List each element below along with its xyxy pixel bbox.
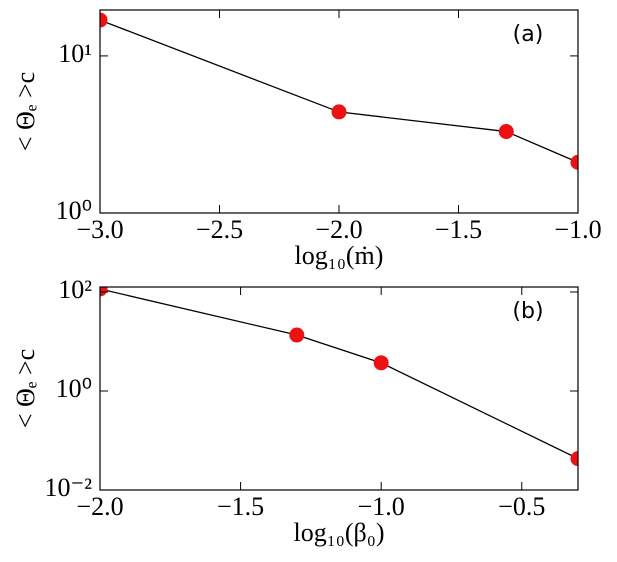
x-tick-label: −1.5 [435,215,482,244]
data-point [498,124,514,140]
data-point [570,154,578,170]
axes-frame [99,286,579,491]
y-tick-label: 10⁻² [44,473,92,502]
x-tick-label: −2.5 [196,215,243,244]
x-tick-label: −1.0 [358,492,405,521]
x-tick-label: −1.5 [217,492,264,521]
y-tick-label: 10⁰ [56,196,92,225]
x-axis-label: log₁₀(β₀) [294,518,385,547]
data-point [289,327,305,343]
x-tick-label: −0.5 [498,492,545,521]
data-point [373,355,389,371]
y-axis-label: < Θₑ >c [11,349,40,428]
x-tick-label: −3.0 [76,215,123,244]
x-tick-label: −1.0 [554,215,601,244]
y-axis-label: < Θₑ >c [11,72,40,151]
x-tick-label: −2.0 [315,215,362,244]
data-point [100,12,108,28]
annotation: (a) [513,22,544,47]
annotation: (b) [512,299,543,324]
plot-area [100,12,578,170]
x-tick-label: −2.0 [76,492,123,521]
y-tick-label: 10⁰ [56,374,92,403]
y-tick-label: 10¹ [58,39,92,68]
data-point [331,104,347,120]
data-point [570,451,578,467]
y-tick-label: 10² [58,275,92,304]
data-line [100,288,578,460]
x-axis-label: log₁₀(ṁ) [295,241,384,270]
data-line [100,19,578,163]
